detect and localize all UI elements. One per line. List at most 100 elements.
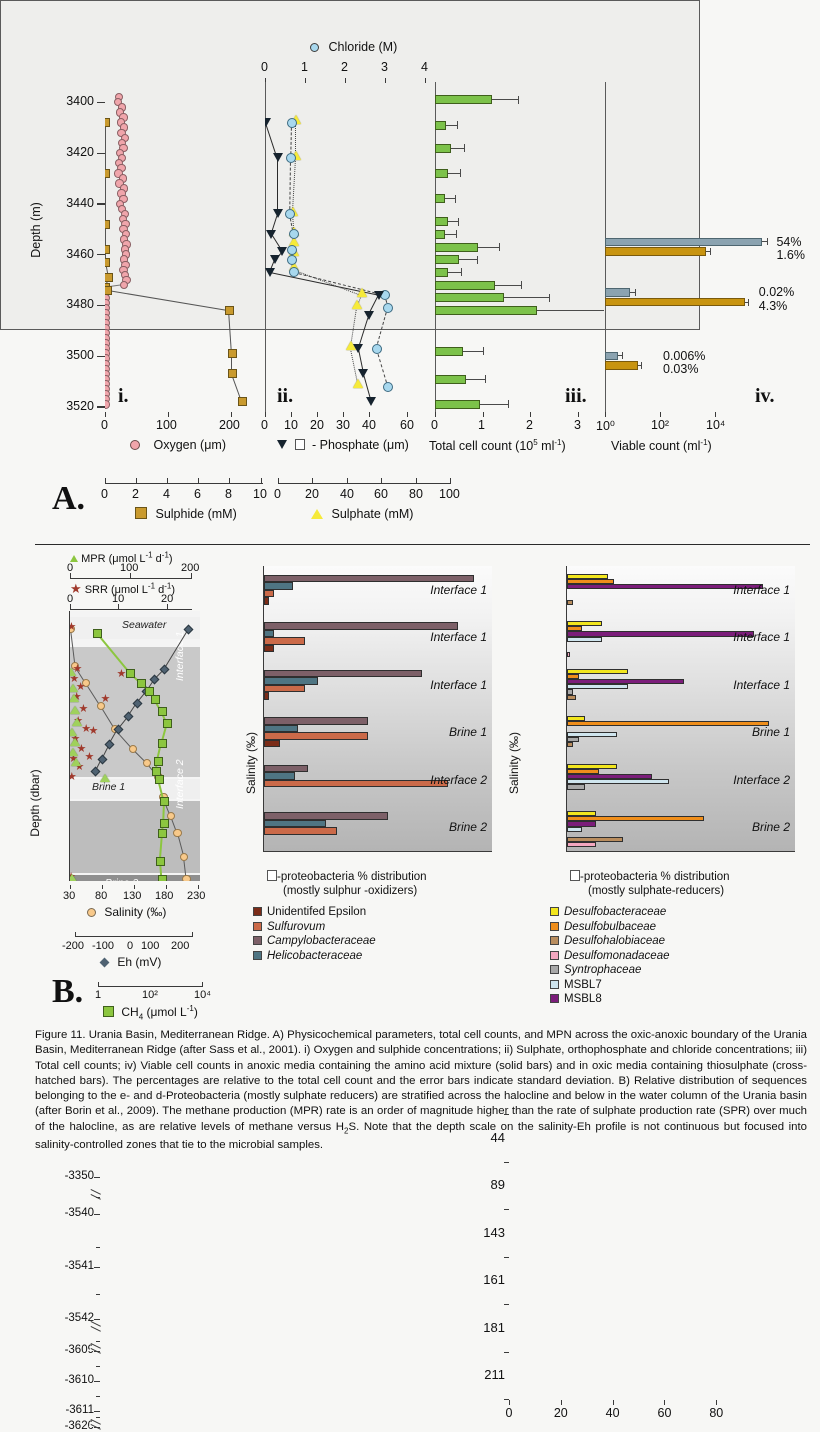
mpr-point bbox=[70, 738, 80, 746]
viable-tick-mark bbox=[605, 412, 606, 417]
cellcount-error-bar bbox=[445, 233, 456, 235]
panel-iii-data bbox=[435, 82, 604, 412]
chloride-tick-mark bbox=[425, 78, 426, 83]
delta-axis-title-1: -proteobacteria % distribution bbox=[580, 871, 730, 883]
legend-label: Unidentifed Epsilon bbox=[267, 906, 367, 918]
sulphate-tick-100: 100 bbox=[439, 487, 460, 501]
phosphate-tick-20: 20 bbox=[310, 418, 324, 432]
bar-desulfohalobiaceae bbox=[567, 837, 623, 843]
cellcount-bar bbox=[435, 242, 478, 252]
bar-campylobacteraceae bbox=[264, 812, 389, 820]
epsilon-x-axis bbox=[263, 851, 492, 853]
srr-point: ★ bbox=[70, 673, 80, 686]
mpr-tick-200: 200 bbox=[181, 562, 200, 574]
ch4-legend-close: ) bbox=[193, 1005, 198, 1019]
salinity-tick-mark bbox=[504, 1114, 509, 1115]
ch4-point bbox=[160, 796, 170, 806]
viable-oxic-error-cap bbox=[634, 289, 636, 297]
cellcount-error-bar bbox=[458, 259, 477, 261]
chloride-point bbox=[286, 117, 297, 128]
bar-helicobacteraceae bbox=[264, 819, 327, 828]
legend-swatch bbox=[253, 936, 262, 945]
bar-msbl7 bbox=[567, 826, 582, 832]
zone-label: Brine 1 bbox=[751, 725, 790, 740]
oxygen-tick-0: 0 bbox=[101, 418, 108, 432]
viable-percent-label: 4.3% bbox=[758, 298, 788, 313]
profile-zone-label: Seawater bbox=[122, 619, 167, 631]
srr-point: ★ bbox=[84, 751, 95, 764]
mpr-legend-mid: d bbox=[152, 552, 162, 565]
legend-label: Sulfurovum bbox=[267, 920, 326, 933]
profile-y-tick-label: -3540 bbox=[64, 1207, 94, 1219]
sulphate-tick-20: 20 bbox=[305, 487, 319, 501]
profile-y-minor-tick bbox=[96, 1341, 100, 1342]
bar-msbl8 bbox=[567, 678, 684, 685]
ch4-legend: CH4 (μmol L-1) bbox=[103, 1004, 198, 1021]
cellcount-error-cap bbox=[476, 255, 478, 264]
bar-desulfobacteraceae bbox=[567, 763, 617, 769]
delta-axis-title: -proteobacteria % distribution bbox=[570, 870, 730, 883]
bar-syntrophaceae bbox=[567, 689, 573, 695]
sulphide-point bbox=[105, 168, 111, 178]
cellcount-bar bbox=[435, 95, 493, 105]
salinity-tick-mark bbox=[504, 1161, 509, 1163]
sulphide-tick-mark bbox=[136, 478, 137, 483]
bar-msbl8 bbox=[567, 773, 652, 780]
bar-sulfurovum bbox=[264, 684, 306, 693]
salinity-point bbox=[166, 811, 176, 821]
delta-bars-layer: Interface 1 Interface 1 Interface 1 Brine 1… bbox=[567, 566, 795, 851]
salinity-category-label: 211 bbox=[484, 1367, 505, 1383]
chloride-tick-3: 3 bbox=[381, 60, 388, 74]
oxygen-point bbox=[115, 179, 124, 188]
bar-desulfobacteraceae bbox=[567, 621, 603, 627]
x-tick-mark bbox=[509, 1400, 510, 1405]
ch4-point bbox=[157, 874, 167, 881]
cellcount-error-cap bbox=[460, 268, 462, 277]
epsilon-symbol-box bbox=[267, 870, 277, 881]
phosphate-tick-0: 0 bbox=[261, 418, 268, 432]
sulphide-tick-mark bbox=[105, 478, 106, 483]
profile-y-minor-tick bbox=[96, 1247, 100, 1248]
srr-point: ★ bbox=[74, 761, 85, 774]
profile-y-tick-mark bbox=[94, 1411, 100, 1412]
legend-item: Desulfohalobiaceae bbox=[550, 934, 670, 949]
bar-sulfurovum bbox=[264, 827, 337, 835]
zone-label: Brine 2 bbox=[751, 820, 790, 835]
sulphide-point bbox=[227, 349, 237, 359]
sulphide-line bbox=[228, 310, 233, 354]
profile-y-tick-mark bbox=[94, 1177, 100, 1178]
sulphate-point bbox=[353, 379, 364, 389]
phosphate-point bbox=[353, 343, 364, 353]
bar-helicobacteraceae bbox=[264, 629, 275, 638]
phosphate-point bbox=[363, 310, 374, 320]
ch4-tick-mark bbox=[98, 982, 99, 986]
salinity-tick-230: 230 bbox=[187, 890, 206, 902]
profile-y-tick-label: -3610 bbox=[64, 1374, 94, 1386]
delta-axis-subtitle: (mostly sulphate-reducers) bbox=[588, 885, 725, 897]
mpr-legend-marker bbox=[70, 554, 78, 562]
ch4-tick-100: 10² bbox=[142, 989, 158, 1001]
profile-y-tick-label: -3541 bbox=[64, 1260, 94, 1272]
legend-swatch bbox=[550, 907, 559, 916]
viable-oxic-bar bbox=[605, 351, 619, 361]
epsilon-y-label: Salinity (‰) bbox=[244, 732, 258, 794]
salinity-tick-mark bbox=[166, 885, 167, 889]
salinity-tick-mark bbox=[504, 1209, 509, 1210]
legend-item: Campylobacteraceae bbox=[253, 934, 376, 949]
bar-desulfobulbaceae bbox=[567, 816, 705, 822]
eh-axis-line bbox=[75, 936, 193, 937]
cellcount-error-cap bbox=[520, 281, 522, 290]
chloride-line bbox=[376, 307, 389, 349]
ch4-point bbox=[93, 628, 102, 638]
bar-msbl8 bbox=[567, 631, 755, 637]
mpr-point bbox=[100, 774, 111, 782]
srr-legend-sup: -1 bbox=[147, 581, 156, 590]
depth-tick-mark bbox=[97, 152, 105, 154]
roman-i: i. bbox=[118, 385, 129, 407]
viable-percent-label: 0.02% bbox=[758, 285, 795, 300]
ch4-point bbox=[159, 818, 169, 828]
bar-desulfobulbaceae bbox=[567, 768, 600, 774]
viable-percent-label: 1.6% bbox=[776, 248, 805, 262]
x-tick-label: 40 bbox=[605, 1406, 620, 1420]
phosphate-tick-mark bbox=[317, 412, 318, 417]
